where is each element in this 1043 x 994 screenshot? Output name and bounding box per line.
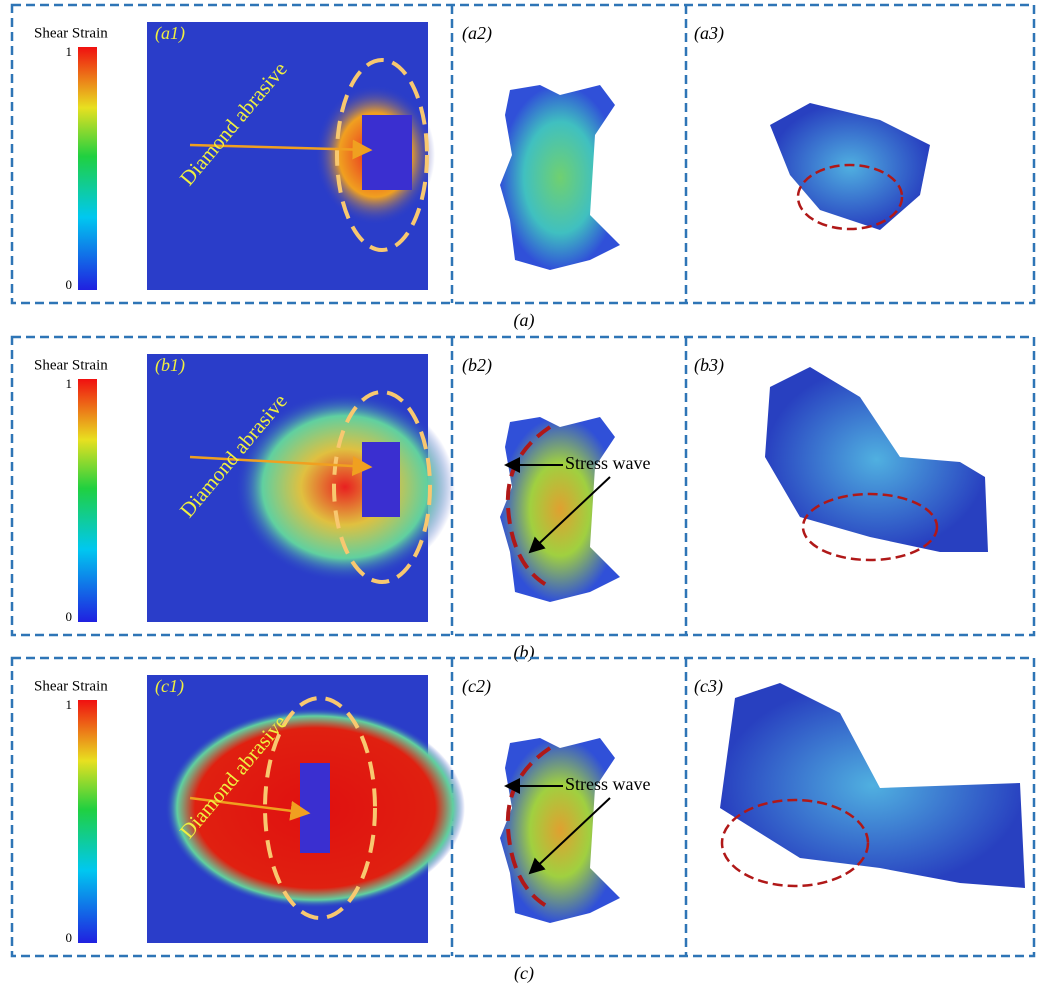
colorbar-title: Shear Strain [34, 357, 108, 373]
panel-label: (c3) [694, 676, 723, 697]
row-caption: (b) [514, 642, 535, 663]
oblique-blob [720, 683, 1025, 888]
section-blob [500, 738, 620, 923]
colorbar-min: 0 [66, 277, 73, 292]
panel-label: (c1) [155, 676, 184, 697]
panel-label: (b1) [155, 355, 185, 376]
abrasive-block [362, 442, 400, 517]
panel-label: (b2) [462, 355, 492, 376]
section-blob [500, 85, 620, 270]
section-blob [500, 417, 620, 602]
colorbar-max: 1 [66, 376, 73, 391]
row-caption: (c) [514, 963, 534, 984]
oblique-blob [765, 367, 988, 552]
panel-label: (a2) [462, 23, 492, 44]
panel-label: (b3) [694, 355, 724, 376]
stress-wave-label: Stress wave [565, 453, 650, 473]
row-caption: (a) [514, 310, 535, 331]
colorbar-max: 1 [66, 697, 73, 712]
panel-label: (c2) [462, 676, 491, 697]
figure: Shear Strain10Diamond abrasive(a1)(a2)(a… [0, 0, 1043, 994]
colorbar-title: Shear Strain [34, 678, 108, 694]
colorbar-min: 0 [66, 609, 73, 624]
abrasive-block [362, 115, 412, 190]
colorbar [78, 379, 97, 622]
colorbar [78, 47, 97, 290]
colorbar-max: 1 [66, 44, 73, 59]
abrasive-block [300, 763, 330, 853]
panel-label: (a1) [155, 23, 185, 44]
colorbar [78, 700, 97, 943]
colorbar-title: Shear Strain [34, 25, 108, 41]
panel-label: (a3) [694, 23, 724, 44]
colorbar-min: 0 [66, 930, 73, 945]
oblique-blob [770, 103, 930, 230]
stress-wave-label: Stress wave [565, 774, 650, 794]
